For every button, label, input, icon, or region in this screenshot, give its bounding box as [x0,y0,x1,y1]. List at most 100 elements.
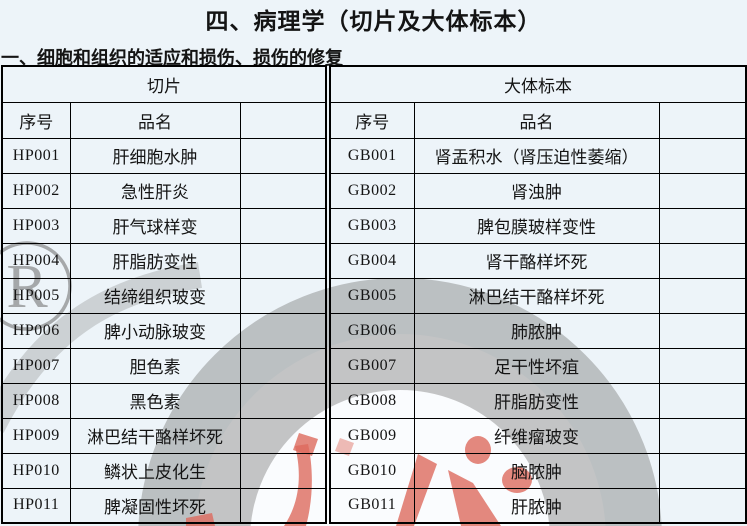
table-row: GB001 肾盂积水（肾压迫性萎缩） [329,137,747,174]
cell-name: 足干性坏疽 [413,347,660,384]
col-header-name: 品名 [69,101,241,139]
cell-note [239,137,327,174]
cell-code: GB007 [329,347,415,384]
col-header-code: 序号 [1,101,71,139]
cell-name: 肾盂积水（肾压迫性萎缩） [413,137,660,174]
table-row: HP003 肝气球样变 [1,207,327,244]
cell-code: HP009 [1,417,71,454]
cell-note [239,172,327,209]
section-heading: 一、细胞和组织的适应和损伤、损伤的修复 [1,48,343,68]
table-row: HP007 胆色素 [1,347,327,384]
cell-name: 肝细胞水肿 [69,137,241,174]
cell-note [658,207,747,244]
cell-name: 胆色素 [69,347,241,384]
table-row: HP011 脾凝固性坏死 [1,487,327,524]
table-row: HP008 黑色素 [1,382,327,419]
cell-note [239,452,327,489]
cell-code: HP010 [1,452,71,489]
cell-note [658,417,747,454]
cell-name: 鳞状上皮化生 [69,452,241,489]
cell-name: 脑脓肿 [413,452,660,489]
cell-name: 肝脂肪变性 [413,382,660,419]
col-header-name: 品名 [413,101,660,139]
table-row: GB011 肝脓肿 [329,487,747,524]
cell-note [239,347,327,384]
table-row: HP006 脾小动脉玻变 [1,312,327,349]
table-row: HP009 淋巴结干酪样坏死 [1,417,327,454]
cell-note [658,382,747,419]
cell-note [239,487,327,524]
cell-code: GB002 [329,172,415,209]
cell-code: HP008 [1,382,71,419]
cell-name: 肺脓肿 [413,312,660,349]
col-header-code: 序号 [329,101,415,139]
table-row: GB010 脑脓肿 [329,452,747,489]
cell-note [658,347,747,384]
group-header-gross-specimens: 大体标本 [329,65,747,103]
table-row: GB008 肝脂肪变性 [329,382,747,419]
specimen-tables: 切片 序号 品名 HP001 肝细胞水肿 HP002 急性肝炎 HP003 肝气球样变 HP… [1,65,747,524]
cell-code: GB005 [329,277,415,314]
cell-name: 脾小动脉玻变 [69,312,241,349]
table-row: HP010 鳞状上皮化生 [1,452,327,489]
cell-note [658,172,747,209]
table-row: GB004 肾干酪样坏死 [329,242,747,279]
cell-code: HP003 [1,207,71,244]
cell-note [239,382,327,419]
table-row: GB006 肺脓肿 [329,312,747,349]
cell-name: 黑色素 [69,382,241,419]
cell-code: GB009 [329,417,415,454]
cell-name: 淋巴结干酪样坏死 [413,277,660,314]
cell-code: GB004 [329,242,415,279]
cell-code: HP007 [1,347,71,384]
page-title: 四、病理学（切片及大体标本） [205,9,542,34]
group-header-row: 切片 [1,65,327,103]
table-row: HP004 肝脂肪变性 [1,242,327,279]
cell-name: 肝气球样变 [69,207,241,244]
table-row: GB003 脾包膜玻样变性 [329,207,747,244]
cell-note [658,242,747,279]
col-header-note [239,101,327,139]
table-row: GB007 足干性坏疽 [329,347,747,384]
cell-code: GB008 [329,382,415,419]
table-row: GB002 肾浊肿 [329,172,747,209]
cell-code: HP005 [1,277,71,314]
cell-name: 脾凝固性坏死 [69,487,241,524]
cell-note [658,312,747,349]
cell-name: 肝脂肪变性 [69,242,241,279]
cell-note [658,452,747,489]
table-row: HP002 急性肝炎 [1,172,327,209]
cell-name: 肝脓肿 [413,487,660,524]
cell-code: GB010 [329,452,415,489]
cell-note [239,312,327,349]
table-row: GB009 纤维瘤玻变 [329,417,747,454]
col-header-note [658,101,747,139]
cell-name: 淋巴结干酪样坏死 [69,417,241,454]
gross-specimens-table: 大体标本 序号 品名 GB001 肾盂积水（肾压迫性萎缩） GB002 肾浊肿 GB00… [329,65,747,524]
cell-name: 脾包膜玻样变性 [413,207,660,244]
cell-code: HP004 [1,242,71,279]
cell-note [239,417,327,454]
table-row: HP001 肝细胞水肿 [1,137,327,174]
group-header-slides: 切片 [1,65,327,103]
cell-note [658,277,747,314]
cell-code: GB003 [329,207,415,244]
cell-code: HP002 [1,172,71,209]
cell-name: 肾干酪样坏死 [413,242,660,279]
cell-name: 急性肝炎 [69,172,241,209]
cell-code: GB001 [329,137,415,174]
cell-note [239,277,327,314]
cell-note [658,487,747,524]
column-header-row: 序号 品名 [1,101,327,139]
cell-note [239,242,327,279]
column-header-row: 序号 品名 [329,101,747,139]
cell-name: 肾浊肿 [413,172,660,209]
table-row: HP005 结缔组织玻变 [1,277,327,314]
group-header-row: 大体标本 [329,65,747,103]
cell-code: HP006 [1,312,71,349]
table-row: GB005 淋巴结干酪样坏死 [329,277,747,314]
slides-table: 切片 序号 品名 HP001 肝细胞水肿 HP002 急性肝炎 HP003 肝气球样变 HP… [1,65,327,524]
cell-note [239,207,327,244]
cell-name: 纤维瘤玻变 [413,417,660,454]
cell-note [658,137,747,174]
